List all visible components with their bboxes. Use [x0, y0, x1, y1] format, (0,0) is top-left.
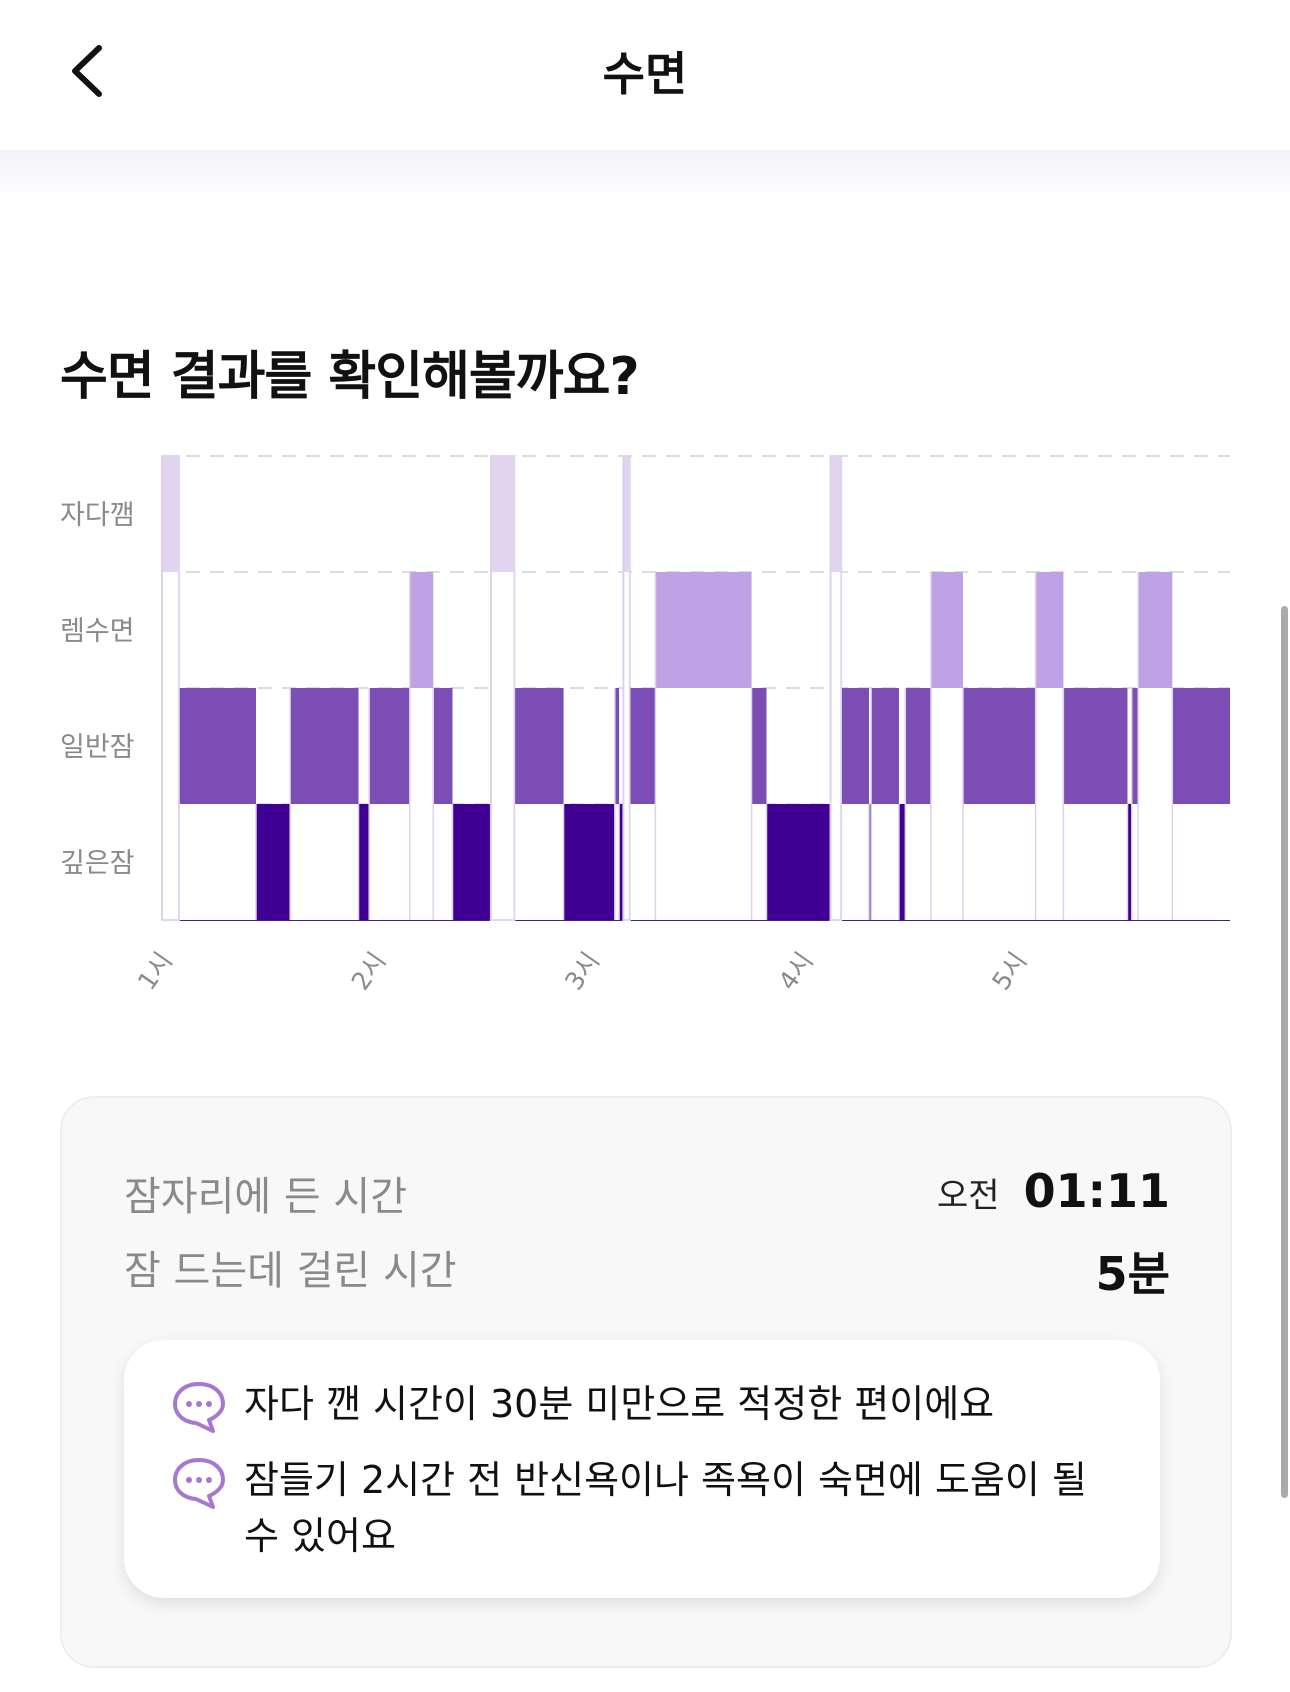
stage-segment — [255, 804, 291, 920]
latency-row: 잠 드는데 걸린 시간 5분 — [124, 1238, 1170, 1301]
x-axis-label: 3시 — [559, 947, 605, 996]
stage-segment — [629, 688, 656, 804]
y-axis-label: 깊은잠 — [60, 848, 135, 879]
stage-segment — [1131, 688, 1139, 804]
stage-segment — [179, 688, 256, 804]
tip-item: 자다 깬 시간이 30분 미만으로 적정한 편이에요 — [170, 1376, 1120, 1434]
x-axis-label: 1시 — [132, 947, 178, 996]
sleep-tips-box: 자다 깬 시간이 30분 미만으로 적정한 편이에요 잠들기 2시간 전 반신욕… — [124, 1340, 1160, 1598]
latency-value-group: 5분 — [1096, 1238, 1170, 1304]
back-button[interactable] — [52, 36, 122, 106]
bedtime-value: 01:11 — [1023, 1164, 1170, 1218]
stage-segment — [1172, 688, 1230, 804]
stage-segment — [1035, 572, 1064, 688]
stage-segment — [1127, 804, 1132, 920]
stage-segment — [905, 688, 931, 804]
y-axis-label: 일반잠 — [60, 732, 135, 763]
stage-segment — [871, 688, 899, 804]
chat-bubble-icon — [173, 1458, 225, 1509]
stage-segment — [898, 804, 906, 920]
latency-value: 5분 — [1095, 1247, 1170, 1301]
tip-text: 자다 깬 시간이 30분 미만으로 적정한 편이에요 — [244, 1382, 995, 1426]
top-app-bar: 수면 — [0, 0, 1290, 150]
stage-segment — [623, 456, 630, 572]
stage-segment — [841, 688, 870, 804]
header-shadow — [0, 150, 1290, 200]
x-axis-label: 2시 — [346, 947, 392, 996]
stage-segment — [452, 804, 491, 920]
stage-segment — [766, 804, 831, 920]
stage-segment — [1063, 688, 1128, 804]
y-axis-label: 자다깸 — [60, 500, 135, 531]
stage-segment — [930, 572, 963, 688]
tip-text: 잠들기 2시간 전 반신욕이나 족욕이 숙면에 도움이 될 수 있어요 — [244, 1458, 1087, 1558]
x-axis-label: 5시 — [986, 947, 1032, 996]
stage-segment — [490, 456, 515, 572]
stage-segment — [409, 572, 434, 688]
stage-segment — [751, 688, 767, 804]
chat-bubble-icon — [173, 1382, 225, 1433]
y-axis-label: 렘수면 — [60, 616, 135, 647]
section-title: 수면 결과를 확인해볼까요? — [60, 347, 640, 407]
stage-segment — [290, 688, 359, 804]
stage-segment — [614, 688, 620, 804]
sleep-summary-card: 잠자리에 든 시간 오전 01:11 잠 드는데 걸린 시간 5분 자다 깬 시… — [60, 1096, 1232, 1668]
stage-segment — [655, 572, 752, 688]
bedtime-row: 잠자리에 든 시간 오전 01:11 — [124, 1164, 1170, 1224]
stage-segment — [869, 804, 872, 920]
stage-segment — [162, 456, 180, 572]
tip-item: 잠들기 2시간 전 반신욕이나 족욕이 숙면에 도움이 될 수 있어요 — [170, 1452, 1120, 1564]
scrollbar[interactable] — [1281, 606, 1288, 1498]
stage-segment — [369, 688, 410, 804]
stage-segment — [563, 804, 615, 920]
stage-segment — [1138, 572, 1173, 688]
stage-segment — [963, 688, 1036, 804]
stage-segment — [830, 456, 842, 572]
chevron-left-icon — [72, 45, 102, 97]
stage-segment — [619, 804, 624, 920]
page-title: 수면 — [602, 47, 688, 101]
stage-segment — [433, 688, 453, 804]
latency-label: 잠 드는데 걸린 시간 — [124, 1248, 457, 1294]
x-axis-label: 4시 — [773, 947, 819, 996]
bedtime-ampm: 오전 — [937, 1176, 1000, 1216]
bedtime-label: 잠자리에 든 시간 — [124, 1174, 408, 1220]
stage-segment — [514, 688, 564, 804]
bedtime-value-group: 오전 01:11 — [937, 1164, 1170, 1218]
stage-segment — [358, 804, 370, 920]
